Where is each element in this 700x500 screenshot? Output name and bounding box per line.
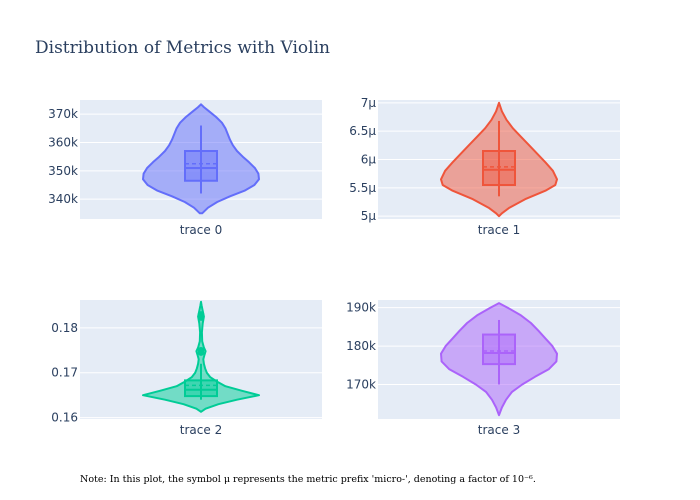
x-category-label: trace 2 <box>180 423 222 437</box>
chart-note: Note: In this plot, the symbol μ represe… <box>80 474 536 485</box>
box <box>482 150 516 186</box>
violin-panel-trace-3: 170k 180k 190k trace 3 <box>346 300 620 437</box>
y-tick-label: 6.5μ <box>349 124 376 138</box>
y-tick-label: 350k <box>48 164 78 178</box>
violin-panel-trace-0: 340k 350k 360k 370k trace 0 <box>48 100 322 237</box>
violin-panel-trace-2: 0.16 0.17 0.18 trace 2 <box>51 300 322 437</box>
x-category-label: trace 1 <box>478 223 520 237</box>
chart-title: Distribution of Metrics with Violin <box>35 38 330 58</box>
y-tick-label: 5.5μ <box>349 181 376 195</box>
y-tick-label: 7μ <box>361 96 377 110</box>
x-category-label: trace 0 <box>180 223 222 237</box>
box <box>482 333 516 366</box>
violin-panels: 340k 350k 360k 370k trace 0 5μ 5.5μ 6μ 6.5μ 7μ tra… <box>48 96 620 437</box>
y-tick-label: 180k <box>346 339 376 353</box>
outlier-point <box>197 314 205 321</box>
y-tick-label: 5μ <box>361 209 377 223</box>
y-tick-label: 190k <box>346 301 376 315</box>
y-tick-label: 0.16 <box>51 411 78 425</box>
box <box>184 150 218 182</box>
y-tick-label: 0.18 <box>51 321 78 335</box>
y-tick-label: 340k <box>48 192 78 206</box>
violin-panel-trace-1: 5μ 5.5μ 6μ 6.5μ 7μ trace 1 <box>349 96 620 237</box>
x-category-label: trace 3 <box>478 423 520 437</box>
y-tick-label: 0.17 <box>51 366 78 380</box>
y-tick-label: 6μ <box>361 153 377 167</box>
y-tick-label: 360k <box>48 136 78 150</box>
y-tick-label: 170k <box>346 377 376 391</box>
outlier-point <box>197 349 205 356</box>
box <box>184 379 218 398</box>
y-tick-label: 370k <box>48 107 78 121</box>
